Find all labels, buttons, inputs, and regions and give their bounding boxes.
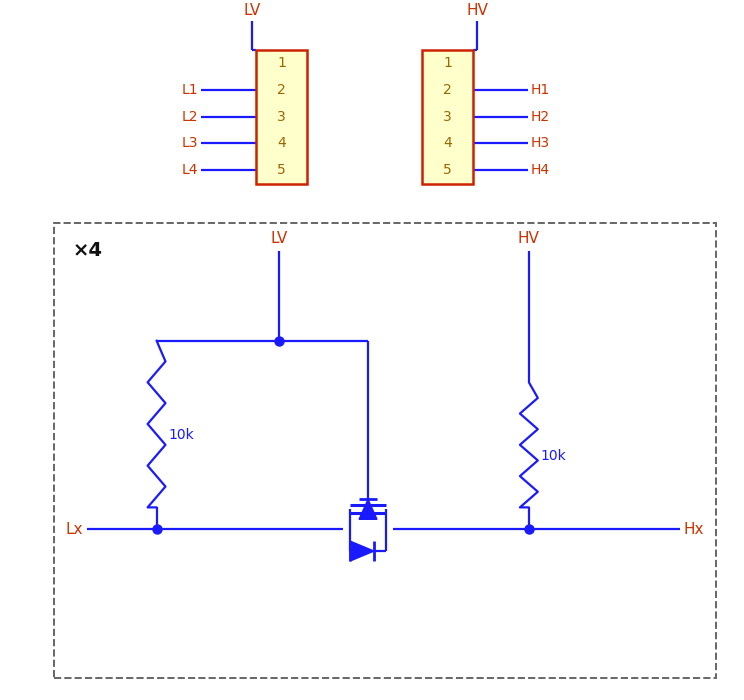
Text: 4: 4 [278, 136, 286, 150]
Text: 5: 5 [278, 163, 286, 177]
Text: L2: L2 [182, 110, 198, 124]
Text: ×4: ×4 [72, 241, 102, 260]
Text: L4: L4 [182, 163, 198, 177]
Text: 4: 4 [443, 136, 452, 150]
Polygon shape [359, 499, 377, 519]
Polygon shape [350, 541, 374, 561]
Text: H1: H1 [531, 83, 550, 97]
Text: H2: H2 [531, 110, 550, 124]
Text: 3: 3 [278, 110, 286, 124]
Text: 2: 2 [278, 83, 286, 97]
Bar [54, 223, 716, 678]
Text: 1: 1 [278, 56, 286, 70]
Bar [256, 50, 307, 183]
Text: 1: 1 [443, 56, 452, 70]
Text: H3: H3 [531, 136, 550, 150]
Text: 2: 2 [443, 83, 452, 97]
Text: Lx: Lx [65, 522, 83, 537]
Text: LV: LV [270, 232, 287, 246]
Text: 10k: 10k [541, 449, 566, 463]
Text: Hx: Hx [684, 522, 705, 537]
Text: 5: 5 [443, 163, 452, 177]
Text: HV: HV [466, 3, 488, 18]
Text: HV: HV [518, 232, 540, 246]
Text: LV: LV [243, 3, 260, 18]
Text: 3: 3 [443, 110, 452, 124]
Text: L1: L1 [182, 83, 198, 97]
Text: 10k: 10k [168, 428, 194, 442]
Text: H4: H4 [531, 163, 550, 177]
Text: L3: L3 [182, 136, 198, 150]
Bar [422, 50, 473, 183]
